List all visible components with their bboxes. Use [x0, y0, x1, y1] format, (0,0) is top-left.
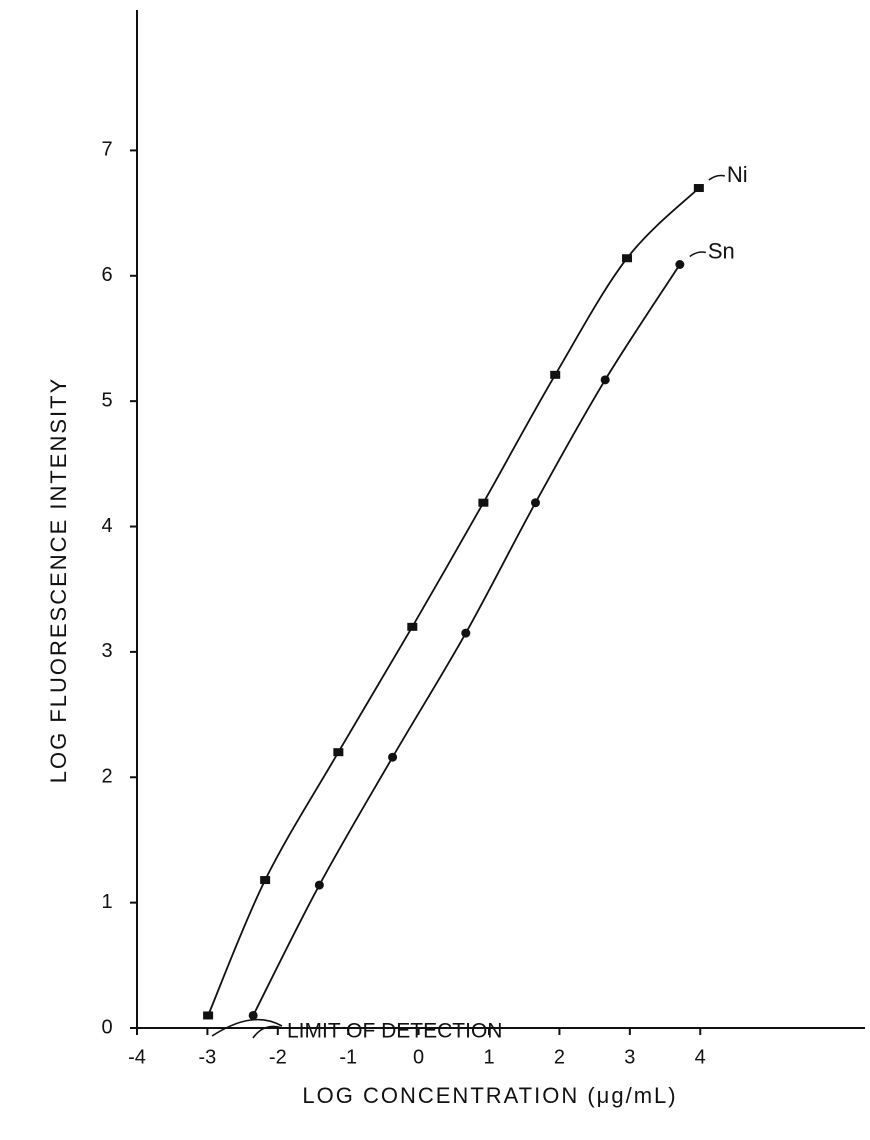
x-tick-label: 0	[413, 1046, 424, 1068]
y-tick-label: 1	[101, 891, 112, 913]
data-point	[388, 752, 398, 762]
legend-leader	[708, 174, 726, 181]
y-tick-label: 5	[101, 389, 112, 411]
annotation-arrow	[211, 1018, 283, 1037]
data-point	[600, 375, 610, 385]
y-tick-label: 0	[101, 1016, 112, 1038]
annotation: LIMIT OF DETECTION	[287, 1020, 502, 1043]
x-tick-label: -1	[339, 1046, 357, 1068]
x-tick-label: 1	[483, 1046, 494, 1068]
data-point	[248, 1010, 258, 1020]
x-tick-label: -3	[199, 1046, 217, 1068]
series-line	[207, 187, 700, 1016]
data-point	[260, 876, 271, 885]
y-tick-label: 4	[101, 515, 112, 537]
data-point	[407, 622, 418, 631]
x-tick-label: 4	[695, 1046, 706, 1068]
x-tick-label: -2	[269, 1046, 287, 1068]
series-line	[252, 264, 681, 1016]
y-axis-label: LOG FLUORESCENCE INTENSITY	[46, 377, 71, 784]
data-point	[622, 254, 633, 263]
y-tick-label: 2	[101, 766, 112, 788]
data-point	[675, 260, 685, 269]
legend-label: Sn	[708, 238, 735, 263]
x-tick-label: 3	[624, 1046, 635, 1068]
data-point	[203, 1011, 214, 1020]
data-point	[461, 628, 471, 638]
y-tick-label: 6	[101, 264, 112, 286]
data-point	[333, 748, 344, 757]
x-tick-label: -4	[128, 1046, 146, 1068]
data-point	[530, 498, 540, 508]
x-axis-label: LOG CONCENTRATION (μg/mL)	[302, 1083, 677, 1108]
annotation-arrow	[252, 1025, 283, 1039]
y-tick-label: 7	[101, 139, 112, 161]
data-point	[550, 370, 561, 379]
legend-label: Ni	[727, 162, 748, 187]
data-point	[693, 184, 704, 193]
x-tick-label: 2	[554, 1046, 565, 1068]
data-point	[478, 498, 489, 507]
y-tick-label: 3	[101, 640, 112, 662]
legend-leader	[689, 251, 707, 258]
data-point	[314, 880, 324, 890]
